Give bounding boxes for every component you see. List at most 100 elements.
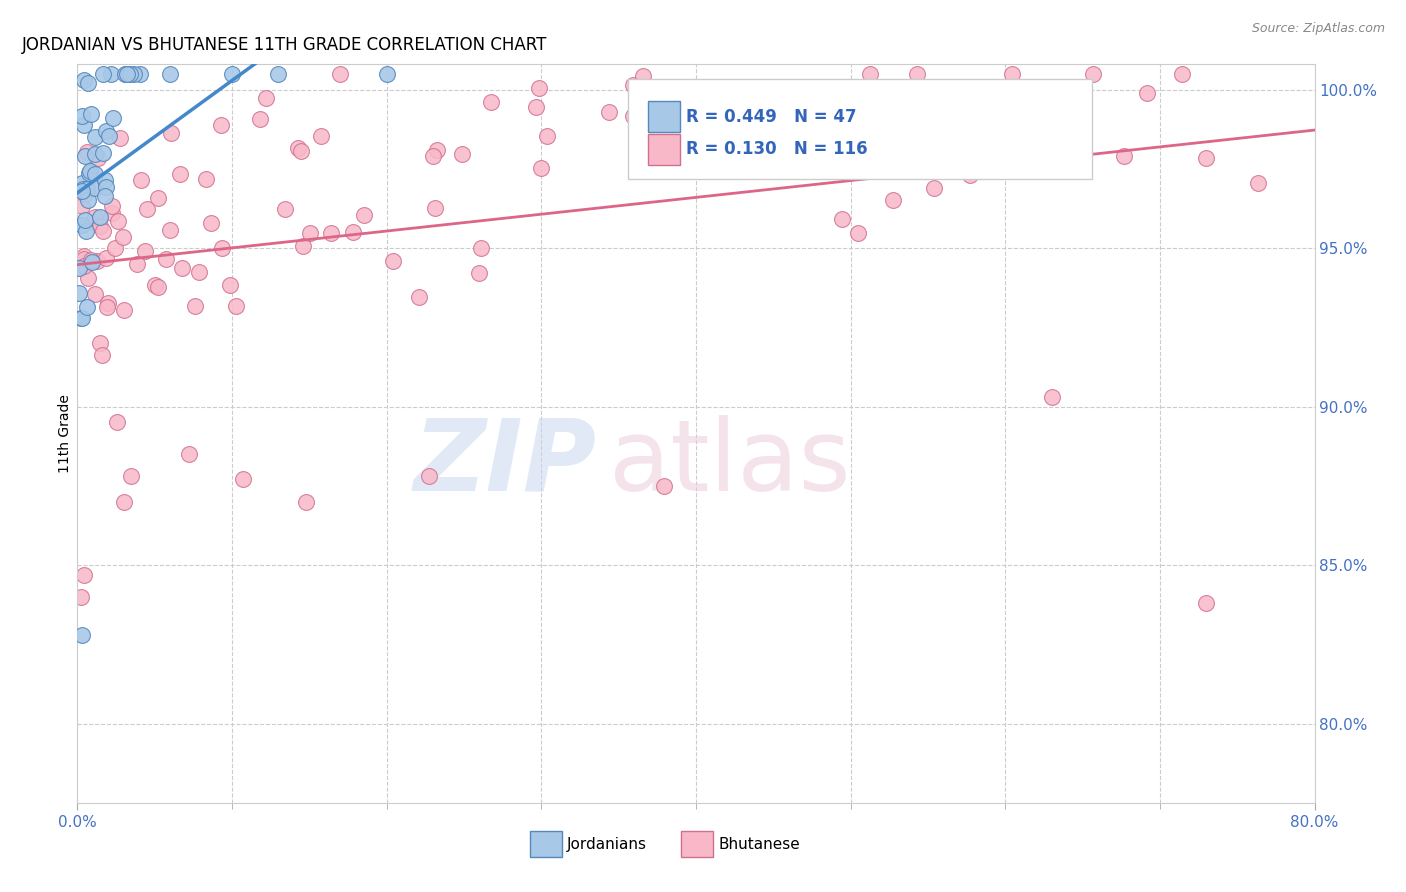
Point [80,253,103,268]
Point [67,260,90,275]
Point [105,415,128,429]
Point [75,224,97,238]
Point [1171,67,1194,81]
Point [160,126,183,140]
Text: ZIP: ZIP [413,415,598,511]
Point [254,90,277,104]
Point [112,494,135,508]
Point [127,257,149,271]
Point [101,111,124,125]
Point [721,94,744,108]
Point [84,287,107,301]
Point [84,167,107,181]
Point [529,80,551,95]
Point [418,469,440,483]
Point [299,227,322,241]
Point [84,130,107,145]
Point [194,172,217,186]
FancyBboxPatch shape [648,101,681,132]
Point [70,628,93,642]
Y-axis label: 11th Grade: 11th Grade [58,394,72,473]
Point [80,254,103,268]
Point [143,278,166,293]
Point [84,146,107,161]
Point [91,224,114,238]
Point [96,123,118,137]
Point [89,219,111,234]
Point [70,218,93,232]
Point [1081,67,1104,81]
Point [131,172,153,186]
Point [342,225,364,239]
Point [219,278,242,293]
Point [73,149,96,163]
Point [135,202,157,216]
Point [621,78,644,92]
Point [89,336,111,351]
Text: Bhutanese: Bhutanese [718,837,800,852]
Point [200,216,222,230]
Text: JORDANIAN VS BHUTANESE 11TH GRADE CORRELATION CHART: JORDANIAN VS BHUTANESE 11TH GRADE CORREL… [21,37,547,54]
Text: Jordanians: Jordanians [567,837,647,852]
Point [101,206,124,220]
Point [77,166,100,180]
Point [146,191,169,205]
Point [858,67,880,81]
Point [375,67,398,81]
Point [1136,86,1159,100]
Point [225,299,247,313]
FancyBboxPatch shape [530,830,562,857]
Point [70,310,93,325]
Point [84,181,107,195]
Point [148,280,170,294]
Point [425,202,447,216]
Point [329,67,352,81]
Point [73,118,96,132]
Point [69,310,91,325]
Point [831,211,853,226]
Point [73,252,96,266]
Point [134,244,156,258]
Point [112,230,135,244]
Point [287,141,309,155]
Point [155,252,177,267]
Point [170,260,193,275]
Point [75,213,97,227]
Point [70,199,93,213]
Point [1247,176,1270,190]
Point [309,129,332,144]
Point [274,202,297,216]
Point [267,67,290,81]
Point [104,241,127,255]
Point [1001,67,1024,81]
Point [905,67,928,81]
Point [82,215,104,229]
FancyBboxPatch shape [628,79,1092,178]
Point [882,193,904,207]
Point [652,479,675,493]
Point [79,164,101,178]
Point [87,151,110,165]
Point [97,296,120,310]
Point [920,91,942,105]
Point [70,176,93,190]
Point [94,251,117,265]
Point [72,249,94,263]
Point [82,181,104,195]
Point [94,173,117,187]
Point [479,95,502,109]
Point [846,227,869,241]
Point [467,266,489,280]
Point [530,161,553,175]
Point [536,129,558,144]
Text: Source: ZipAtlas.com: Source: ZipAtlas.com [1251,22,1385,36]
Point [291,239,314,253]
Point [422,148,444,162]
Point [249,112,271,127]
Point [321,226,343,240]
Point [72,182,94,196]
Point [76,182,98,196]
Point [73,186,96,201]
Point [91,348,114,362]
Point [621,110,644,124]
